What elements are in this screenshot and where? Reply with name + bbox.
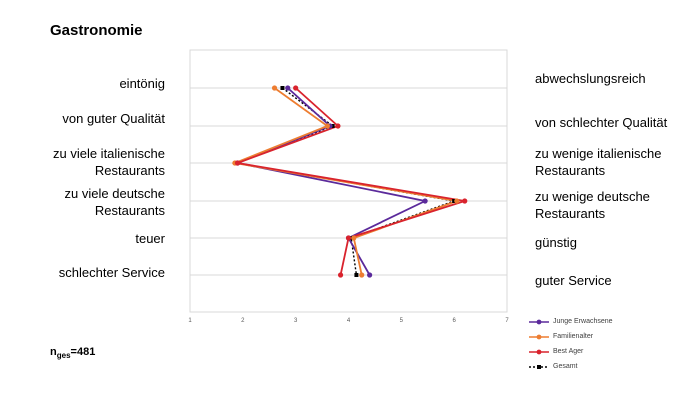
data-point (452, 199, 457, 203)
data-point (454, 198, 460, 204)
legend-label: Familienalter (553, 333, 594, 340)
x-tick-label: 2 (241, 318, 245, 324)
data-point (280, 86, 285, 90)
data-point (345, 235, 352, 241)
left-pole-label-6: schlechter Service (0, 264, 165, 281)
label-line: zu viele deutsche (64, 186, 165, 201)
label-line: teuer (135, 231, 165, 246)
label-line: Restaurants (94, 203, 165, 218)
legend-label: Best Ager (553, 348, 584, 355)
right-pole-label-3: zu wenige italienische Restaurants (535, 145, 661, 179)
sample-size-subscript: ges (56, 351, 71, 361)
left-pole-label-4: zu viele deutsche Restaurants (0, 185, 165, 219)
x-tick-label: 1 (188, 318, 192, 324)
label-line: von schlechter Qualität (535, 115, 668, 130)
label-line: zu wenige italienische (535, 146, 662, 161)
legend-item-4: Gesamt (527, 362, 687, 374)
label-line: Restaurants (535, 163, 606, 178)
right-pole-label-4: zu wenige deutsche Restaurants (535, 188, 650, 222)
legend-swatch (529, 334, 549, 340)
right-pole-label-1: abwechslungsreich (535, 70, 646, 87)
label-line: eintönig (119, 76, 165, 91)
data-point (337, 272, 344, 278)
left-pole-label-3: zu viele italienische Restaurants (0, 145, 165, 179)
legend-swatch (529, 365, 549, 369)
data-point (367, 272, 373, 278)
legend-label: Junge Erwachsene (553, 318, 613, 325)
x-tick-label: 4 (347, 318, 351, 324)
x-tick-label: 5 (400, 318, 404, 324)
legend-swatch (529, 319, 549, 325)
series-line-0 (234, 87, 428, 276)
data-point (349, 236, 354, 240)
series-line-2 (234, 87, 466, 276)
label-line: abwechslungsreich (535, 71, 646, 86)
x-tick-label: 6 (452, 318, 456, 324)
data-point (354, 273, 359, 277)
label-line: zu viele italienische (52, 146, 165, 161)
plot-area (189, 49, 508, 313)
right-pole-label-2: von schlechter Qualität (535, 114, 667, 131)
label-line: Restaurants (94, 163, 165, 178)
legend-item-2: Familienalter (527, 332, 687, 344)
data-point (234, 160, 241, 166)
legend-item-3: Best Ager (527, 347, 687, 359)
left-pole-label-5: teuer (0, 230, 165, 247)
data-point (351, 235, 357, 241)
chart-title: Gastronomie (50, 22, 143, 39)
label-line: von guter Qualität (62, 111, 165, 126)
data-point (285, 85, 291, 91)
right-pole-label-5: günstig (535, 234, 577, 251)
legend-label: Gesamt (553, 363, 578, 370)
data-point (324, 123, 330, 129)
data-point (462, 198, 468, 204)
label-line: günstig (535, 235, 577, 250)
data-point (359, 272, 365, 278)
sample-size-prefix: n (50, 346, 57, 358)
right-pole-label-6: guter Service (535, 272, 612, 289)
left-pole-label-2: von guter Qualität (0, 110, 165, 127)
x-tick-label: 3 (294, 318, 298, 324)
label-line: guter Service (535, 273, 612, 288)
data-point (335, 123, 341, 129)
data-point (293, 85, 299, 91)
data-point (422, 198, 428, 204)
sample-size-value: =481 (70, 346, 96, 358)
label-line: zu wenige deutsche (535, 189, 650, 204)
x-tick-label: 7 (505, 318, 509, 324)
legend-swatch (529, 349, 549, 355)
left-pole-label-1: eintönig (0, 75, 165, 92)
label-line: schlechter Service (58, 265, 165, 280)
data-point (330, 124, 335, 128)
label-line: Restaurants (535, 206, 606, 221)
legend-item-1: Junge Erwachsene (527, 317, 687, 329)
sample-size-label: nges=481 (50, 346, 95, 360)
data-point (271, 85, 278, 91)
